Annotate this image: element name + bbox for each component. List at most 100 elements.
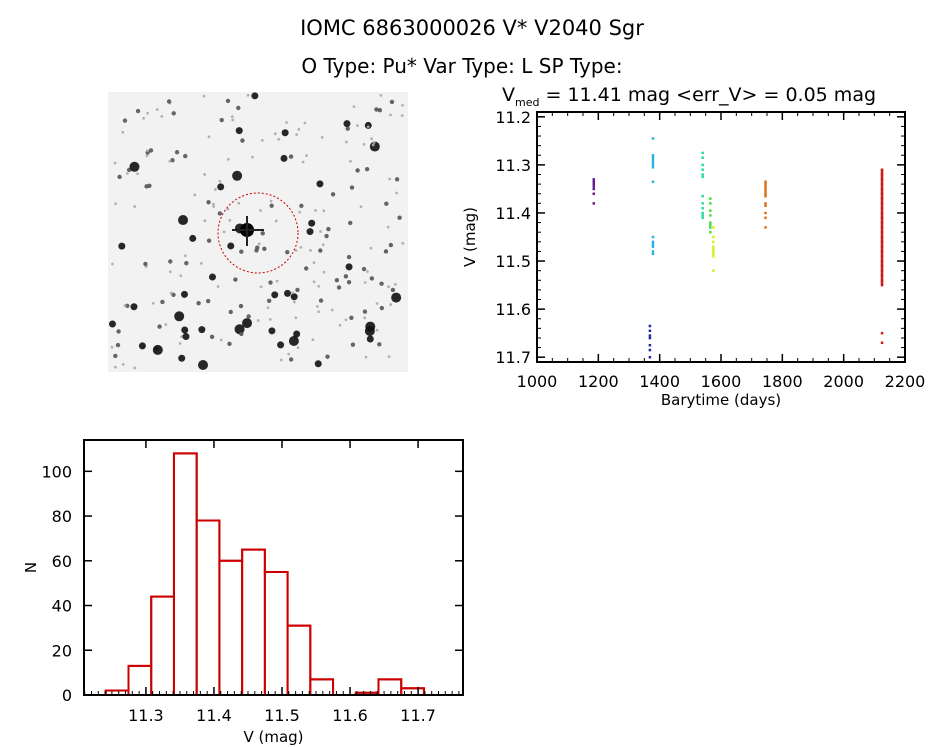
histogram-bar [150,595,175,696]
star [285,121,288,124]
star [114,202,117,206]
star [344,140,348,144]
star [232,170,243,181]
star [180,290,188,298]
y-tick-label: 11.2 [495,108,531,127]
star [317,284,321,288]
data-point [764,216,767,220]
star [277,341,285,349]
x-tick-label: 1600 [701,372,742,391]
data-point [592,180,596,184]
histogram-bar [172,452,198,696]
lightcurve-title: Vmed = 11.41 mag <err_V> = 0.05 mag [502,84,876,109]
star [330,308,334,312]
star [369,246,373,250]
star [268,317,272,321]
star [401,103,404,107]
star [389,303,393,306]
star [288,357,294,362]
star [317,310,321,314]
data-point [880,221,884,224]
star [115,342,121,348]
title-rest: = 11.41 mag <err_V> = 0.05 mag [539,84,877,106]
star [135,108,141,114]
y-tick-label: 0 [62,686,72,705]
star [391,292,402,303]
star [136,172,140,176]
star [350,342,356,347]
data-point [880,192,884,196]
star [372,140,376,144]
title-sub: med [515,95,540,109]
star [222,230,226,234]
star [343,274,349,279]
data-point [701,214,704,217]
data-point [712,269,715,272]
star [319,230,322,233]
data-point [709,221,712,224]
star [296,346,300,350]
x-tick-label: 11.6 [332,706,368,725]
star [379,281,384,286]
star [178,341,182,345]
star [125,172,129,175]
y-axis-label: N [22,562,40,573]
star [266,306,270,310]
star [275,279,279,283]
star [218,179,222,183]
star [312,280,316,284]
star [214,188,217,191]
star [387,355,391,359]
y-tick-label: 80 [52,507,72,526]
star [246,314,251,319]
data-point [712,240,715,244]
data-point [880,182,884,186]
x-tick-label: 11.4 [196,706,232,725]
data-point [764,192,767,196]
figure-title: IOMC 6863000026 V* V2040 Sgr [300,16,644,40]
data-point [880,240,884,244]
x-tick-label: 11.5 [264,706,300,725]
star [183,153,188,159]
y-tick-label: 40 [52,597,72,616]
star [199,261,203,265]
x-tick-label: 1400 [639,372,680,391]
star [384,201,389,206]
data-point [592,187,596,191]
data-point [651,243,655,246]
star [305,154,308,158]
data-point [880,274,884,277]
data-point [592,178,596,181]
star [237,201,241,205]
star [371,143,375,147]
star [355,168,360,173]
star [400,114,404,118]
star [260,138,264,142]
data-point [701,211,704,215]
star [345,263,353,271]
star [251,155,254,159]
star [145,154,149,158]
x-tick-label: 2200 [885,372,926,391]
star [129,161,140,172]
star [143,261,148,267]
star [389,99,395,105]
star [226,207,230,211]
data-point [712,252,715,256]
star [189,234,197,242]
star [386,225,390,229]
star [166,99,172,104]
star [394,177,400,182]
data-point [651,245,655,248]
data-point [709,214,712,217]
x-tick-label: 2000 [823,372,864,391]
star [113,353,118,359]
star [325,354,330,359]
star [346,279,352,285]
data-point [709,197,712,200]
star [219,338,223,342]
star [256,319,260,322]
histogram-bar [218,559,244,697]
data-point [880,211,884,215]
